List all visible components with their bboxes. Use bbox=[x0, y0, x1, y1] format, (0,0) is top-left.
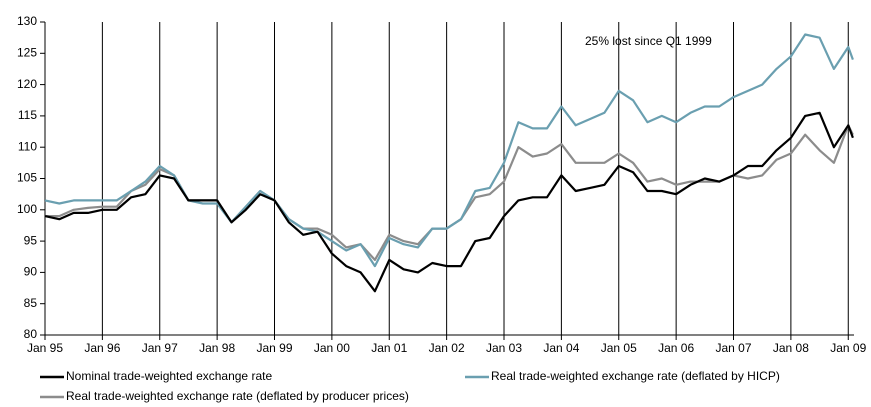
legend-label: Nominal trade-weighted exchange rate bbox=[66, 369, 272, 383]
y-tick-label: 95 bbox=[24, 233, 38, 247]
y-tick-label: 105 bbox=[17, 171, 37, 185]
x-tick-label: Jan 07 bbox=[715, 341, 751, 355]
x-tick-label: Jan 03 bbox=[486, 341, 522, 355]
legend-label: Real trade-weighted exchange rate (defla… bbox=[66, 389, 409, 403]
series-line bbox=[45, 124, 854, 261]
series-line bbox=[44, 33, 854, 268]
y-tick-label: 130 bbox=[17, 14, 37, 28]
y-tick-label: 85 bbox=[24, 296, 38, 310]
x-tick-label: Jan 01 bbox=[371, 341, 407, 355]
annotation: 25% lost since Q1 1999 bbox=[585, 34, 712, 48]
y-tick-label: 100 bbox=[17, 202, 37, 216]
y-tick-label: 120 bbox=[17, 77, 37, 91]
y-tick-label: 115 bbox=[18, 108, 37, 122]
y-tick-label: 125 bbox=[17, 45, 37, 59]
x-tick-label: Jan 00 bbox=[314, 341, 350, 355]
x-tick-label: Jan 96 bbox=[84, 341, 120, 355]
x-tick-label: Jan 04 bbox=[543, 341, 579, 355]
x-tick-label: Jan 09 bbox=[830, 341, 866, 355]
x-tick-label: Jan 06 bbox=[658, 341, 694, 355]
legend-label: Real trade-weighted exchange rate (defla… bbox=[491, 369, 780, 383]
y-tick-label: 90 bbox=[24, 265, 38, 279]
x-tick-label: Jan 99 bbox=[256, 341, 292, 355]
x-tick-label: Jan 98 bbox=[199, 341, 235, 355]
y-tick-label: 80 bbox=[24, 327, 38, 341]
x-tick-label: Jan 08 bbox=[773, 341, 809, 355]
x-tick-label: Jan 97 bbox=[142, 341, 178, 355]
x-tick-label: Jan 05 bbox=[601, 341, 637, 355]
x-tick-label: Jan 02 bbox=[429, 341, 465, 355]
x-tick-label: Jan 95 bbox=[27, 341, 63, 355]
series-line bbox=[44, 111, 854, 293]
y-tick-label: 110 bbox=[18, 139, 37, 153]
